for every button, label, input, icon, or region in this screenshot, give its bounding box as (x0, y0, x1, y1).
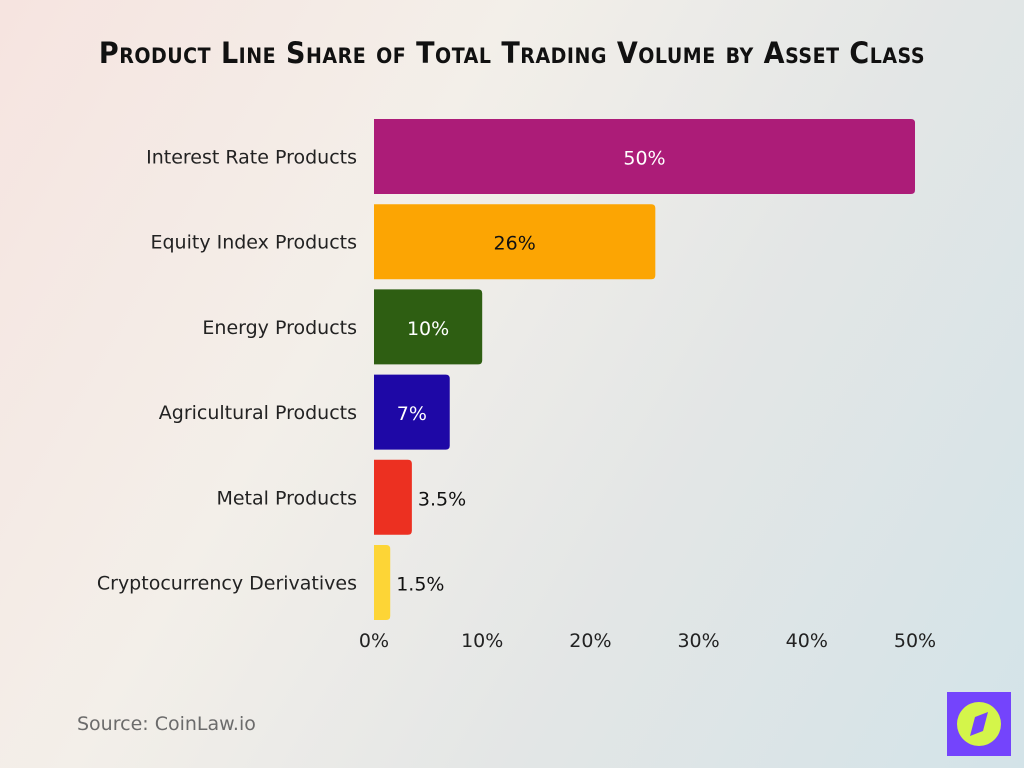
bar (374, 459, 412, 535)
data-label: 50% (623, 148, 665, 170)
category-label: Cryptocurrency Derivatives (97, 573, 357, 595)
bar (374, 374, 450, 450)
data-label: 3.5% (418, 488, 466, 510)
category-label: Metal Products (216, 487, 357, 509)
x-tick-label: 30% (677, 630, 719, 652)
data-label: 1.5% (396, 574, 444, 596)
x-tick-label: 40% (786, 630, 828, 652)
bar (374, 204, 656, 280)
category-label: Interest Rate Products (146, 147, 357, 169)
compass-icon (957, 702, 1001, 746)
x-tick-label: 0% (359, 630, 389, 652)
category-label: Equity Index Products (150, 232, 357, 254)
bar (374, 545, 391, 620)
data-label: 26% (494, 233, 536, 255)
bar (374, 289, 483, 365)
x-tick-label: 20% (569, 630, 611, 652)
category-label: Agricultural Products (159, 402, 357, 424)
logo (947, 692, 1011, 756)
data-label: 10% (407, 318, 449, 340)
category-label: Energy Products (202, 317, 357, 339)
source-note: Source: CoinLaw.io (77, 713, 256, 735)
data-label: 7% (397, 403, 427, 425)
chart-title: Product Line Share of Total Trading Volu… (98, 36, 926, 71)
x-tick-label: 50% (894, 630, 936, 652)
bar (374, 119, 915, 194)
x-tick-label: 10% (461, 630, 503, 652)
